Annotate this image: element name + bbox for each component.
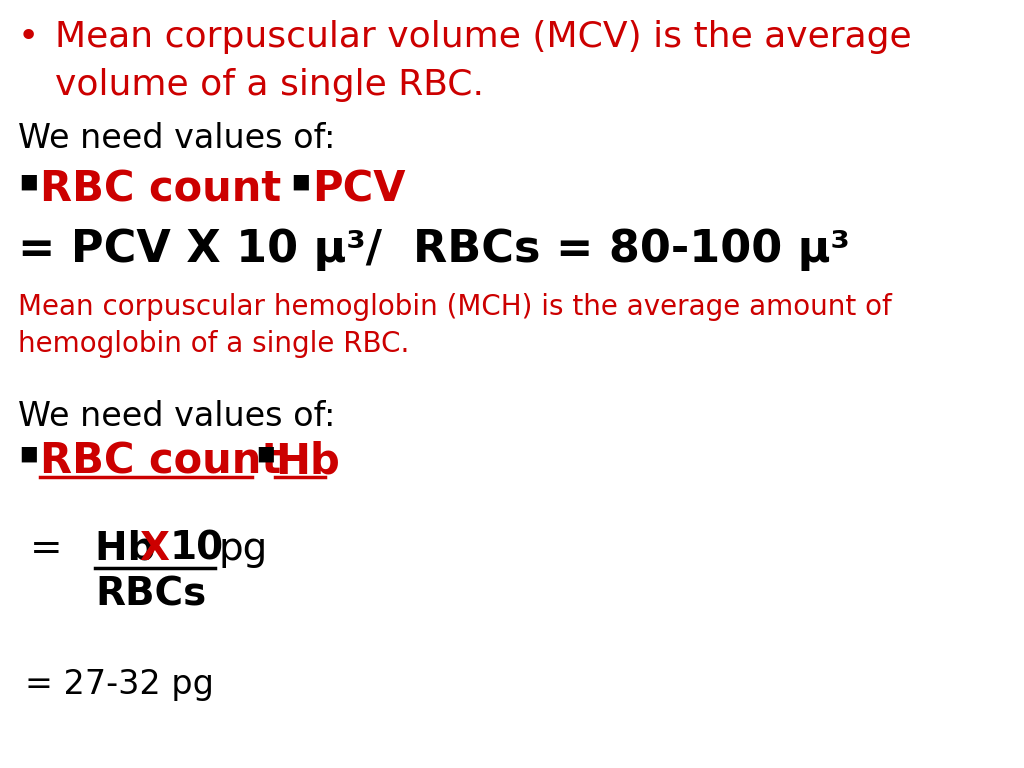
Text: We need values of:: We need values of:	[18, 122, 336, 155]
Text: hemoglobin of a single RBC.: hemoglobin of a single RBC.	[18, 330, 410, 358]
Text: We need values of:: We need values of:	[18, 400, 336, 433]
Text: Hb: Hb	[275, 440, 340, 482]
Text: ▪: ▪	[18, 440, 39, 469]
Text: 10: 10	[170, 530, 224, 568]
Text: ▪: ▪	[18, 168, 39, 197]
Text: pg: pg	[218, 530, 267, 568]
Text: Mean corpuscular hemoglobin (MCH) is the average amount of: Mean corpuscular hemoglobin (MCH) is the…	[18, 293, 892, 321]
Text: RBCs: RBCs	[95, 575, 206, 613]
Text: = PCV X 10 µ³/  RBCs = 80-100 µ³: = PCV X 10 µ³/ RBCs = 80-100 µ³	[18, 228, 850, 271]
Text: = 27-32 pg: = 27-32 pg	[25, 668, 214, 701]
Text: •: •	[18, 20, 39, 54]
Text: Mean corpuscular volume (MCV) is the average: Mean corpuscular volume (MCV) is the ave…	[55, 20, 911, 54]
Text: RBC count: RBC count	[40, 168, 282, 210]
Text: X: X	[140, 530, 183, 568]
Text: RBC count: RBC count	[40, 440, 282, 482]
Text: =: =	[30, 530, 62, 568]
Text: volume of a single RBC.: volume of a single RBC.	[55, 68, 484, 102]
Text: ▪: ▪	[290, 168, 310, 197]
Text: ▪: ▪	[255, 440, 275, 469]
Text: Hb: Hb	[95, 530, 169, 568]
Text: PCV: PCV	[312, 168, 406, 210]
